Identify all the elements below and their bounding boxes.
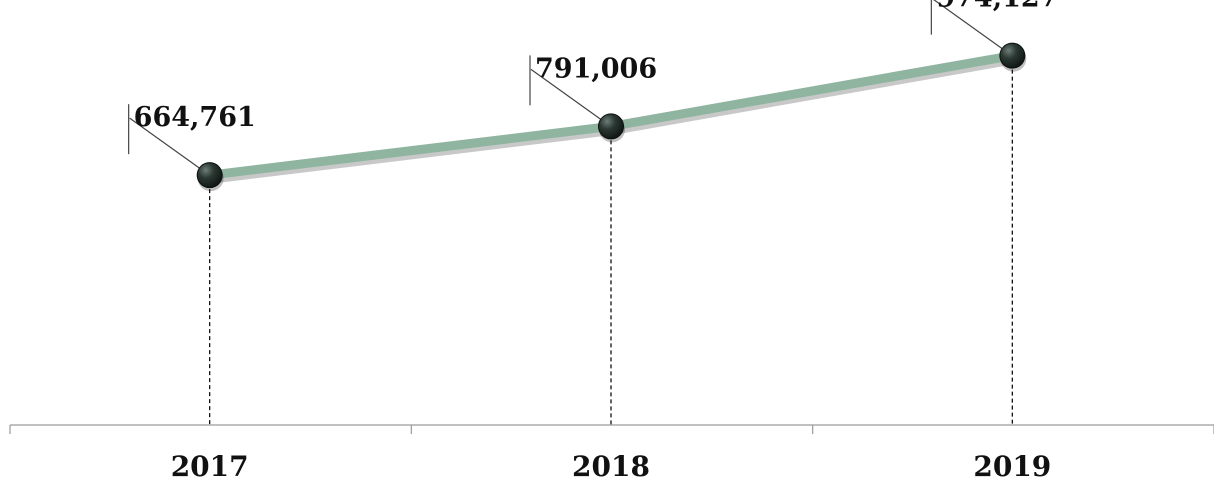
leader-line-2018: [530, 68, 606, 123]
data-label-2019: 974,127: [936, 0, 1058, 14]
x-tick-label-2019: 2019: [973, 450, 1051, 477]
leader-line-2017: [129, 117, 205, 172]
drop-lines: [209, 55, 1013, 425]
x-axis: [9, 424, 1214, 434]
x-tick-label-2018: 2018: [572, 450, 650, 477]
data-labels: 664,761 791,006 974,127: [134, 0, 1059, 133]
tick-labels: 2017 2018 2019: [171, 450, 1052, 477]
x-tick-label-2017: 2017: [171, 450, 249, 477]
label-leaders: [128, 0, 1007, 172]
data-point-2017: [196, 162, 223, 189]
data-point-2019: [999, 42, 1026, 69]
leader-line-2019: [933, 0, 1007, 53]
data-label-2017: 664,761: [134, 102, 256, 133]
data-markers: [196, 42, 1027, 192]
data-label-2018: 791,006: [535, 53, 657, 84]
data-point-2018: [598, 113, 624, 140]
